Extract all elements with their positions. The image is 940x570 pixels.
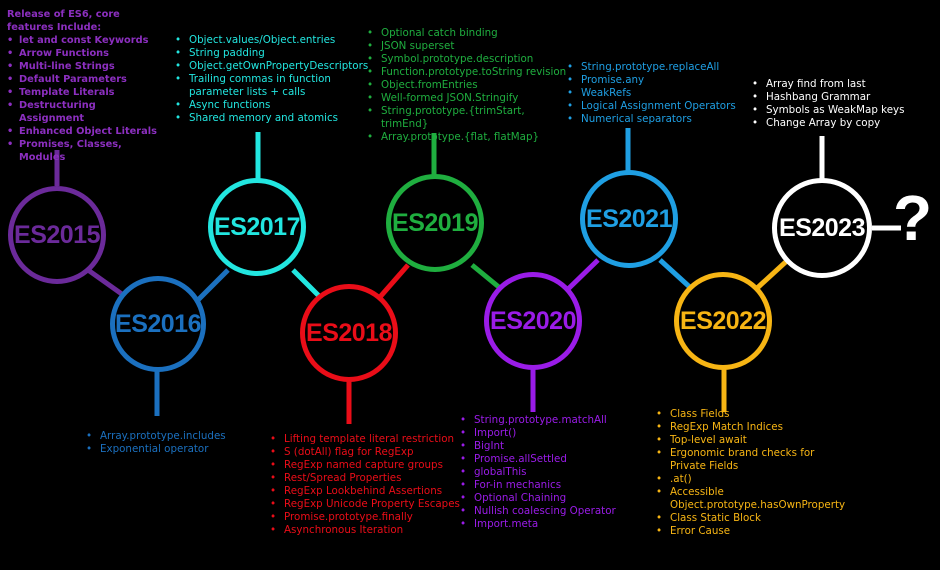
feature-item: Numerical separators — [567, 113, 747, 126]
feature-item: String.prototype.{trimStart, trimEnd} — [367, 105, 567, 131]
feature-item: Async functions — [175, 99, 353, 112]
connector-2015-2016 — [86, 267, 128, 300]
feature-item: Nullish coalescing Operator — [460, 505, 640, 518]
feature-item: Destructuring Assignment — [7, 99, 157, 125]
es2015-feature-list: let and const KeywordsArrow FunctionsMul… — [7, 34, 157, 164]
node-label-es2019: ES2019 — [392, 208, 478, 237]
feature-item: For-in mechanics — [460, 479, 640, 492]
es2015-features: Release of ES6, core features Include: l… — [7, 8, 157, 164]
node-es2021: ES2021 — [580, 170, 678, 268]
feature-item: Top-level await — [656, 434, 846, 447]
connector-2017-2018 — [291, 268, 322, 299]
feature-item: Promises, Classes, Modules — [7, 138, 157, 164]
feature-item: BigInt — [460, 440, 640, 453]
feature-item: Change Array by copy — [752, 117, 932, 130]
connector-2016-2017 — [196, 268, 230, 302]
es2022-feature-list: Class FieldsRegExp Match IndicesTop-leve… — [656, 408, 846, 538]
es2023-feature-list: Array find from lastHashbang GrammarSymb… — [752, 78, 932, 130]
es2021-feature-list: String.prototype.replaceAllPromise.anyWe… — [567, 61, 747, 126]
node-es2019: ES2019 — [386, 174, 484, 272]
feature-item: String padding — [175, 47, 353, 60]
feature-item: Trailing commas in function parameter li… — [175, 73, 353, 99]
feature-item: Rest/Spread Properties — [270, 472, 470, 485]
feature-item: String.prototype.replaceAll — [567, 61, 747, 74]
feature-item: Promise.prototype.finally — [270, 511, 470, 524]
feature-item: Object.values/Object.entries — [175, 34, 353, 47]
node-label-es2022: ES2022 — [680, 306, 766, 335]
feature-item: Multi-line Strings — [7, 60, 157, 73]
feature-item: Optional catch binding — [367, 27, 567, 40]
feature-item: Asynchronous Iteration — [270, 524, 470, 537]
feature-item: globalThis — [460, 466, 640, 479]
connector-2022-2023 — [753, 256, 792, 292]
feature-item: Optional Chaining — [460, 492, 640, 505]
es2017-feature-list: Object.values/Object.entriesString paddi… — [175, 34, 368, 125]
feature-item: Logical Assignment Operators — [567, 100, 747, 113]
feature-item: Array find from last — [752, 78, 932, 91]
feature-item: Object.getOwnPropertyDescriptors — [175, 60, 368, 73]
feature-item: Shared memory and atomics — [175, 112, 353, 125]
feature-item: Class Static Block — [656, 512, 846, 525]
node-es2020: ES2020 — [484, 272, 582, 370]
feature-item: String.prototype.matchAll — [460, 414, 640, 427]
node-label-es2020: ES2020 — [490, 306, 576, 335]
node-label-es2017: ES2017 — [214, 212, 300, 241]
feature-item: let and const Keywords — [7, 34, 157, 47]
feature-item: Enhanced Object Literals — [7, 125, 157, 138]
feature-item: WeakRefs — [567, 87, 747, 100]
connector-2019-2020 — [470, 263, 502, 290]
feature-item: RegExp Lookbehind Assertions — [270, 485, 470, 498]
node-es2016: ES2016 — [110, 276, 206, 372]
feature-item: Object.fromEntries — [367, 79, 567, 92]
feature-item: Well-formed JSON.Stringify — [367, 92, 567, 105]
node-label-es2023: ES2023 — [779, 213, 865, 242]
feature-item: Class Fields — [656, 408, 846, 421]
es2015-intro: Release of ES6, core features Include: — [7, 9, 120, 33]
feature-item: RegExp named capture groups — [270, 459, 470, 472]
feature-item: Function.prototype.toString revision — [367, 66, 567, 79]
feature-item: Arrow Functions — [7, 47, 157, 60]
feature-item: Promise.allSettled — [460, 453, 640, 466]
feature-item: Accessible Object.prototype.hasOwnProper… — [656, 486, 846, 512]
feature-item: Symbols as WeakMap keys — [752, 104, 932, 117]
feature-item: RegExp Unicode Property Escapes — [270, 498, 470, 511]
feature-item: Lifting template literal restriction — [270, 433, 470, 446]
node-es2018: ES2018 — [300, 284, 398, 382]
node-label-es2021: ES2021 — [586, 204, 672, 233]
feature-item: Array.prototype.{flat, flatMap} — [367, 131, 567, 144]
node-es2015: ES2015 — [8, 186, 106, 284]
feature-item: Default Parameters — [7, 73, 157, 86]
feature-item: S (dotAll) flag for RegExp — [270, 446, 470, 459]
connector-2020-2021 — [563, 258, 600, 294]
question-mark: ? — [893, 182, 933, 254]
feature-item: RegExp Match Indices — [656, 421, 846, 434]
feature-item: JSON superset — [367, 40, 567, 53]
node-es2017: ES2017 — [208, 178, 306, 276]
feature-item: Import.meta — [460, 518, 640, 531]
feature-item: Hashbang Grammar — [752, 91, 932, 104]
feature-item: Exponential operator — [86, 443, 266, 456]
feature-item: Promise.any — [567, 74, 747, 87]
node-label-es2016: ES2016 — [115, 309, 201, 338]
es2016-feature-list: Array.prototype.includesExponential oper… — [86, 430, 266, 456]
es2020-feature-list: String.prototype.matchAllImport()BigIntP… — [460, 414, 640, 531]
feature-item: Array.prototype.includes — [86, 430, 266, 443]
node-label-es2015: ES2015 — [14, 220, 100, 249]
connector-2018-2019 — [378, 263, 410, 299]
feature-item: Import() — [460, 427, 640, 440]
node-label-es2018: ES2018 — [306, 318, 392, 347]
node-es2023: ES2023 — [772, 178, 872, 278]
feature-item: Error Cause — [656, 525, 846, 538]
feature-item: Symbol.prototype.description — [367, 53, 567, 66]
feature-item: .at() — [656, 473, 846, 486]
es2018-feature-list: Lifting template literal restrictionS (d… — [270, 433, 470, 537]
node-es2022: ES2022 — [674, 272, 772, 370]
feature-item: Ergonomic brand checks for Private Field… — [656, 447, 846, 473]
connector-2021-2022 — [658, 258, 695, 292]
es2019-feature-list: Optional catch bindingJSON supersetSymbo… — [367, 27, 567, 144]
feature-item: Template Literals — [7, 86, 157, 99]
